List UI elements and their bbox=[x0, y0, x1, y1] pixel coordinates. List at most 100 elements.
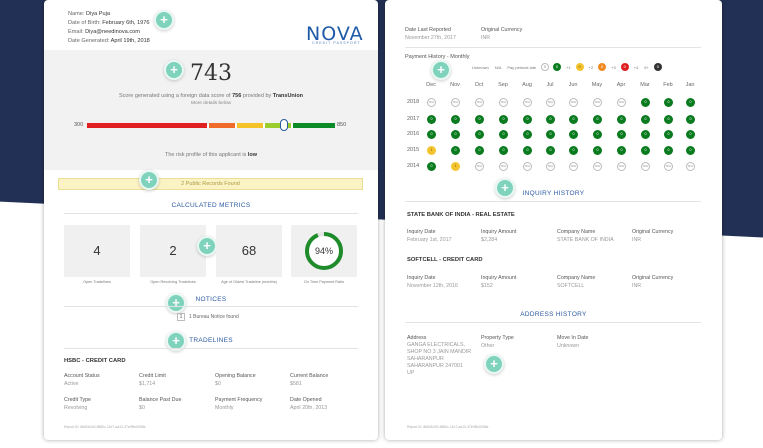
year-label: 2018 bbox=[407, 99, 420, 105]
divider bbox=[64, 306, 358, 307]
account-field: Credit Limit $1,714 bbox=[139, 373, 166, 387]
payment-cell: N/A bbox=[664, 162, 673, 171]
metric-oldest-tradeline: 68 bbox=[216, 225, 282, 277]
payment-cell: N/A bbox=[499, 98, 508, 107]
inquiry-field: Inquiry Date February 1st, 2017 bbox=[407, 229, 452, 243]
name-label: Name: bbox=[68, 11, 85, 17]
nova-logo-sub: CREDIT PASSPORT bbox=[312, 41, 361, 45]
score-note: Score generated using a foreign data sco… bbox=[118, 93, 304, 99]
applicant-dob: February 6th, 1976 bbox=[102, 20, 150, 26]
inquiry-field: Inquiry Amount $2,284 bbox=[481, 229, 517, 243]
plus-icon[interactable]: + bbox=[484, 354, 504, 374]
plus-icon[interactable]: + bbox=[139, 170, 159, 190]
applicant-email: Diya@needinova.com bbox=[85, 29, 140, 35]
gauge-max: 850 bbox=[337, 122, 347, 128]
public-records-banner[interactable]: 2 Public Records Found bbox=[58, 178, 363, 190]
inquiry-history-title: INQUIRY HISTORY bbox=[522, 190, 585, 197]
payment-cell: 0 bbox=[617, 115, 626, 124]
month-header: Aug bbox=[522, 82, 532, 88]
original-currency: Original Currency INR bbox=[481, 27, 523, 41]
divider bbox=[64, 348, 358, 349]
payment-cell: N/A bbox=[523, 98, 532, 107]
payment-cell: 0 bbox=[451, 146, 460, 155]
payment-cell: 0 bbox=[686, 130, 695, 139]
move-in-field: Move In Date Unknown bbox=[557, 335, 589, 349]
account-field: Credit Type Revolving bbox=[64, 397, 91, 411]
month-header: Oct bbox=[474, 82, 484, 88]
year-label: 2014 bbox=[407, 163, 420, 169]
payment-cell: 0 bbox=[523, 115, 532, 124]
inquiry-title: STATE BANK OF INDIA - REAL ESTATE bbox=[407, 212, 515, 218]
payment-cell: 0 bbox=[427, 130, 436, 139]
risk-profile: The risk profile of this applicant is lo… bbox=[164, 152, 258, 158]
plus-icon[interactable]: + bbox=[431, 60, 451, 80]
payment-cell: 0 bbox=[664, 98, 673, 107]
plus-icon[interactable]: + bbox=[197, 236, 217, 256]
account-field: Current Balance $581 bbox=[290, 373, 329, 387]
applicant-info: Name: Diya Puja Date of Birth: February … bbox=[68, 10, 150, 46]
payment-cell: N/A bbox=[523, 162, 532, 171]
payment-cell: 0 bbox=[523, 130, 532, 139]
dob-label: Date of Birth: bbox=[68, 20, 101, 26]
plus-icon[interactable]: + bbox=[166, 293, 186, 313]
payment-cell: 0 bbox=[427, 162, 436, 171]
plus-icon[interactable]: + bbox=[164, 60, 184, 80]
metric-open-revolving: 2 bbox=[140, 225, 206, 277]
payment-cell: 0 bbox=[686, 98, 695, 107]
account-field: Payment Frequency Monthly bbox=[215, 397, 263, 411]
month-header: May bbox=[591, 82, 603, 88]
payment-cell: 0 bbox=[664, 146, 673, 155]
payment-cell: N/A bbox=[686, 162, 695, 171]
account-field: Opening Balance $0 bbox=[215, 373, 256, 387]
nova-logo: NOVA bbox=[306, 23, 364, 45]
payment-cell: 0 bbox=[569, 130, 578, 139]
payment-cell: 0 bbox=[593, 130, 602, 139]
year-label: 2017 bbox=[407, 116, 420, 122]
payment-cell: 0 bbox=[499, 130, 508, 139]
payment-cell: 0 bbox=[641, 98, 650, 107]
plus-icon[interactable]: + bbox=[154, 10, 174, 30]
month-header: Apr bbox=[616, 82, 626, 88]
payment-cell: 0 bbox=[617, 130, 626, 139]
account-field: Account Status Active bbox=[64, 373, 100, 387]
generated-label: Date Generated: bbox=[68, 38, 110, 44]
gauge-min: 300 bbox=[74, 122, 84, 128]
more-details-link[interactable]: More details below bbox=[191, 101, 231, 106]
inquiry-field: Company Name SOFTCELL bbox=[557, 275, 596, 289]
payment-cell: N/A bbox=[475, 162, 484, 171]
payment-cell: N/A bbox=[499, 162, 508, 171]
payment-cell: N/A bbox=[451, 98, 460, 107]
payment-cell: 0 bbox=[451, 130, 460, 139]
credit-passport-page-2: Date Last Reported November 27th, 2017 Or… bbox=[385, 0, 722, 440]
metric-value: 68 bbox=[241, 243, 257, 258]
metric-value: 4 bbox=[93, 243, 101, 258]
plus-icon[interactable]: + bbox=[166, 331, 186, 351]
notice-text[interactable]: 1 Bureau Notice found bbox=[189, 314, 239, 320]
metric-value: 94% bbox=[315, 246, 333, 256]
account-field: Date Opened April 20th, 2013 bbox=[290, 397, 328, 411]
score-section bbox=[44, 50, 378, 170]
payment-cell: 0 bbox=[475, 130, 484, 139]
payment-cell: 0 bbox=[593, 146, 602, 155]
year-label: 2015 bbox=[407, 147, 420, 153]
payment-cell: 1 bbox=[451, 162, 460, 171]
month-header: Feb bbox=[663, 82, 673, 88]
payment-cell: 0 bbox=[686, 115, 695, 124]
divider bbox=[405, 47, 701, 48]
payment-cell: 0 bbox=[523, 146, 532, 155]
payment-cell: 0 bbox=[593, 115, 602, 124]
credit-passport-page-1: Name: Diya Puja Date of Birth: February … bbox=[44, 0, 378, 440]
report-id: Report ID: 8b60b240-8880c-11e7-aa13-37e0… bbox=[407, 425, 489, 429]
metric-open-tradelines: 4 bbox=[64, 225, 130, 277]
payment-cell: 0 bbox=[641, 130, 650, 139]
payment-cell: 0 bbox=[569, 146, 578, 155]
report-id: Report ID: 8b60b240-8880c-11e7-aa13-37e0… bbox=[64, 425, 146, 429]
payment-cell: 0 bbox=[664, 130, 673, 139]
account-field: Balance Past Due $0 bbox=[139, 397, 182, 411]
property-type-field: Property Type Other bbox=[481, 335, 514, 349]
score-gauge bbox=[87, 123, 335, 128]
payment-cell: 0 bbox=[546, 146, 555, 155]
payment-cell: N/A bbox=[475, 98, 484, 107]
plus-icon[interactable]: + bbox=[495, 178, 515, 198]
payment-cell: N/A bbox=[569, 162, 578, 171]
